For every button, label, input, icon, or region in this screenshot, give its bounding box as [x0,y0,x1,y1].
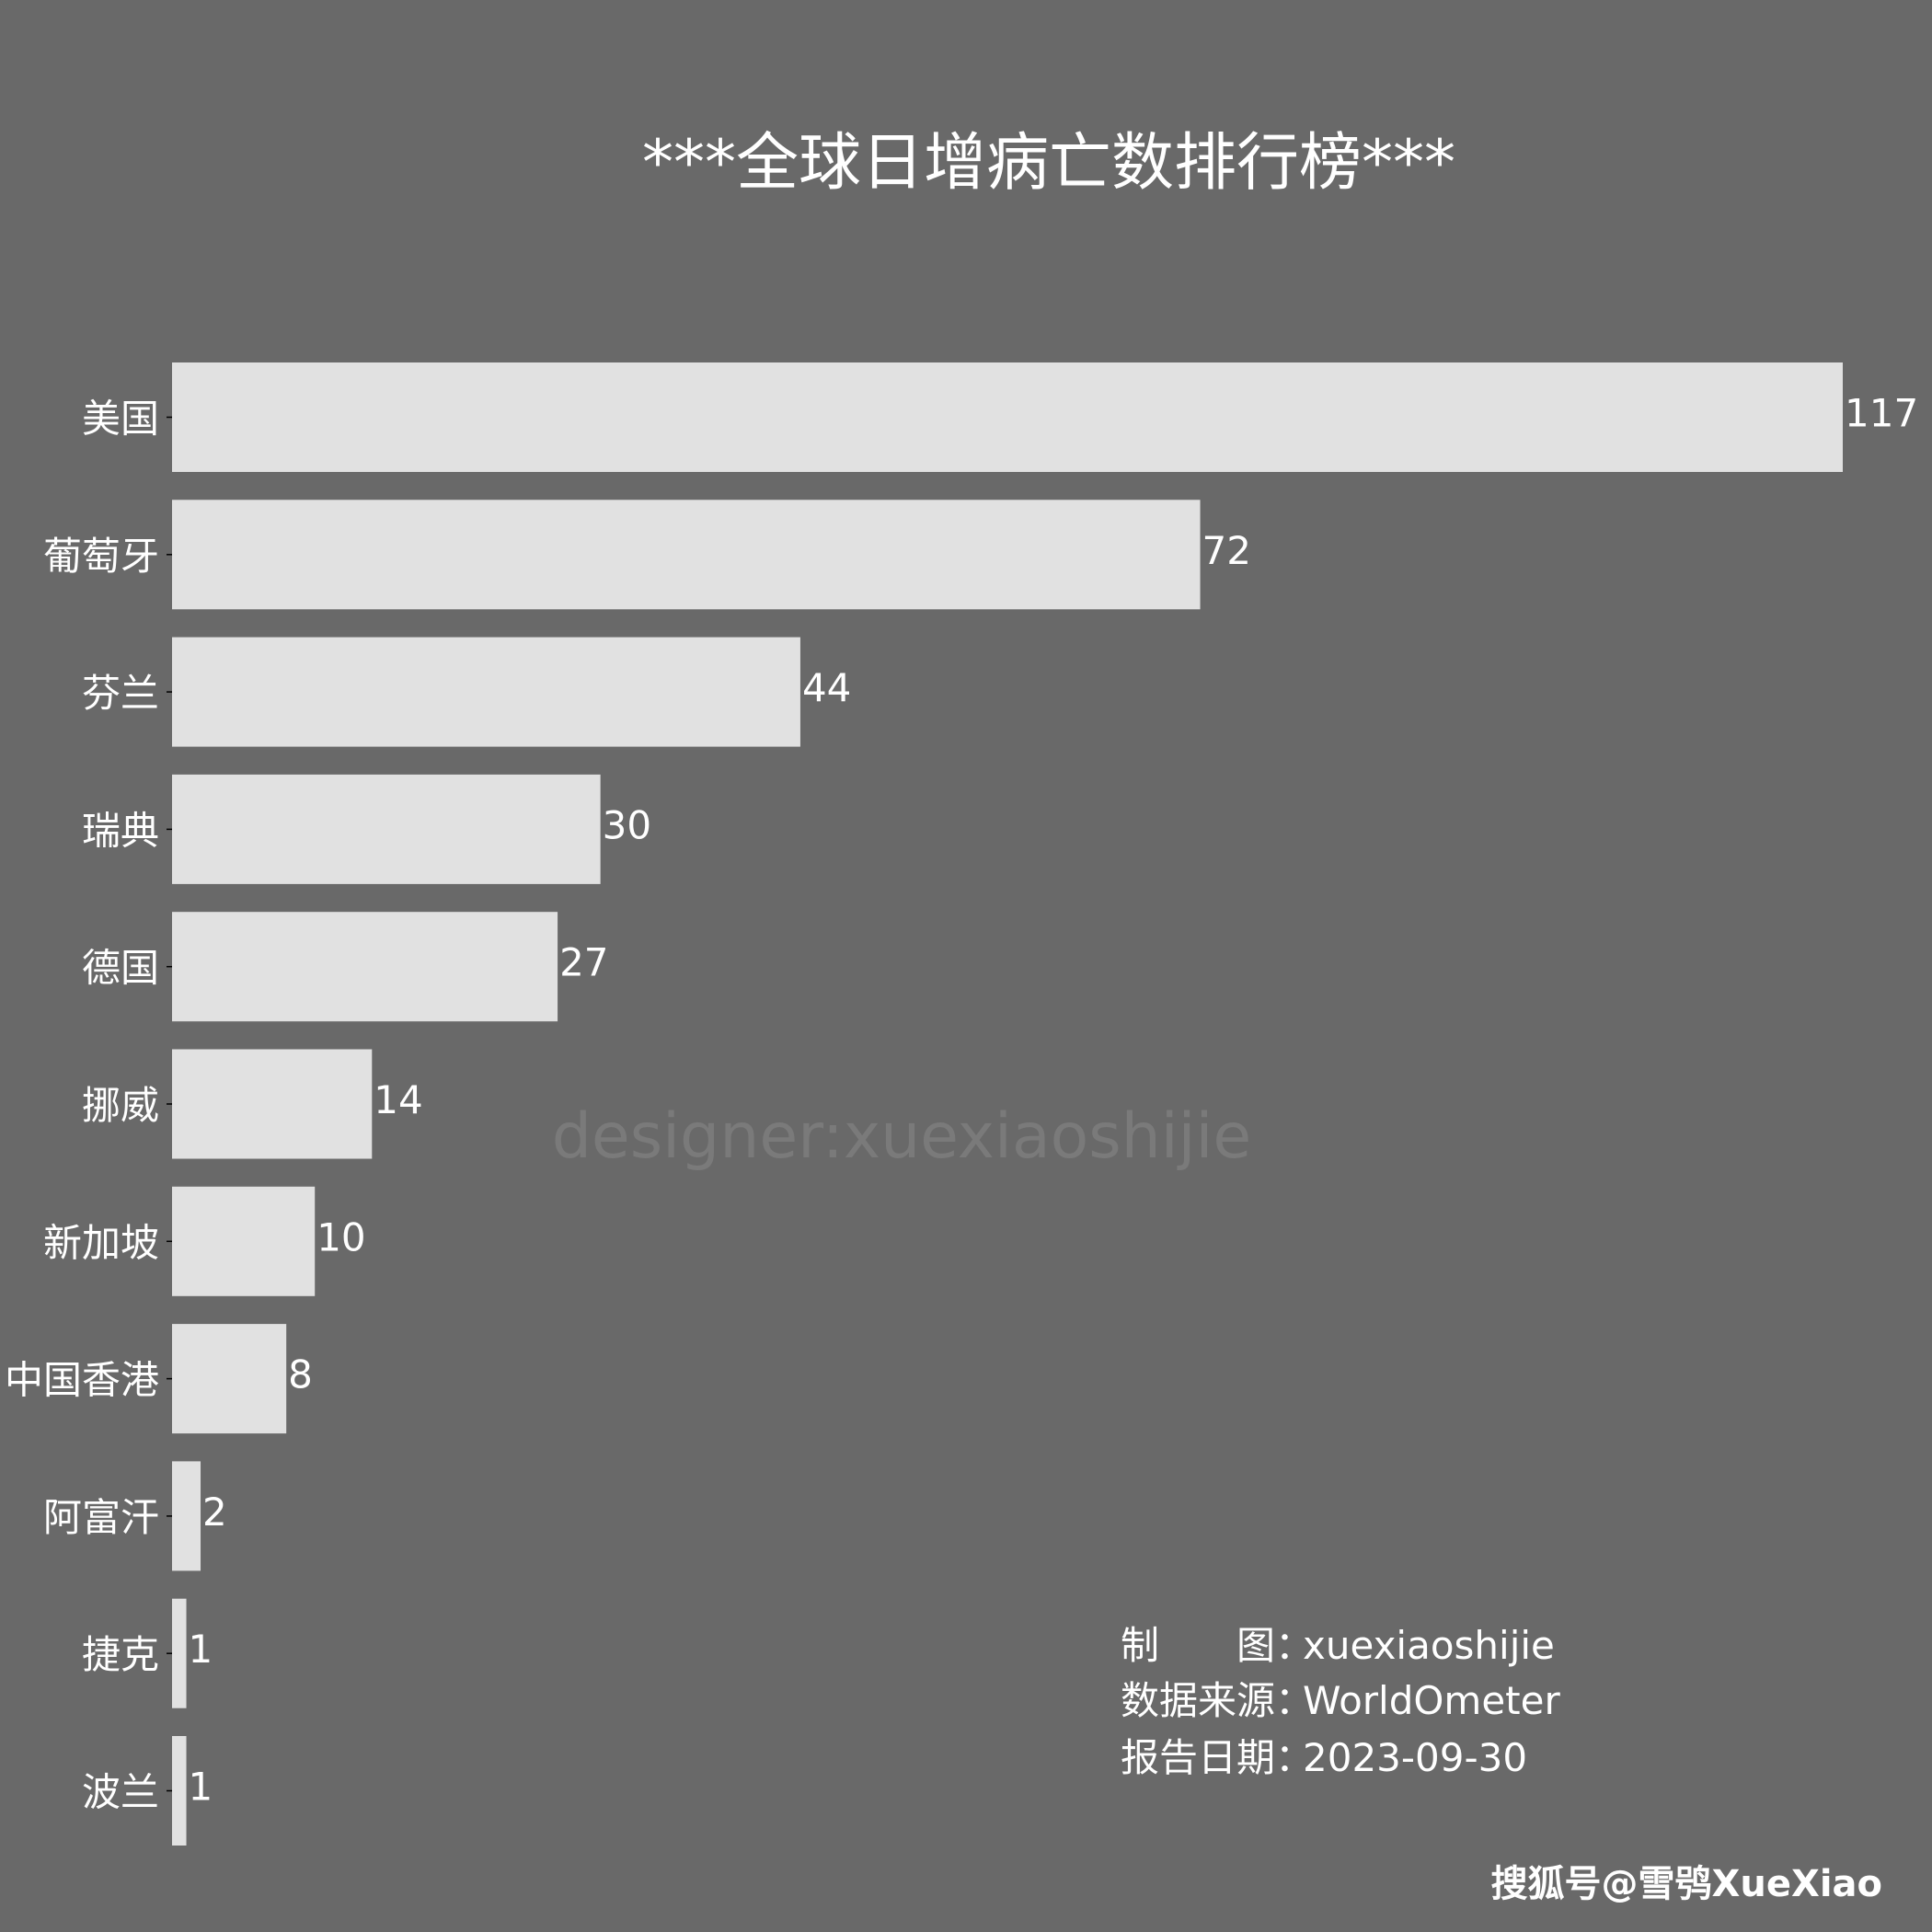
bar-8 [172,1461,201,1571]
category-label-6: 新加坡 [43,1220,159,1265]
bar-1 [172,500,1201,610]
bar-9 [172,1598,187,1708]
category-label-1: 葡萄牙 [43,534,159,579]
value-label-9: 1 [189,1627,213,1672]
value-label-8: 2 [202,1489,227,1535]
category-label-8: 阿富汗 [43,1495,159,1540]
credit-source-key: 数据来源： [1121,1678,1315,1723]
category-label-7: 中国香港 [5,1358,159,1403]
value-label-0: 117 [1845,391,1918,436]
credit-designer-value: xuexiaoshijie [1303,1623,1555,1668]
credit-date-value: 2023-09-30 [1303,1735,1528,1780]
watermark-text: designer:xuexiaoshijie [552,1100,1252,1173]
bar-4 [172,912,558,1022]
bar-2 [172,637,800,747]
category-label-9: 捷克 [82,1632,159,1677]
credit-date-key: 报告日期： [1121,1735,1315,1780]
bar-6 [172,1186,316,1296]
source-tag: 搜狐号@雪鸮XueXiao [1490,1863,1882,1905]
category-label-4: 德国 [82,946,159,991]
value-label-1: 72 [1202,528,1251,573]
bar-3 [172,774,601,884]
value-label-7: 8 [288,1352,313,1397]
credit-designer: 制 图：xuexiaoshijie [1121,1627,1555,1665]
bar-7 [172,1324,287,1434]
chart-title: ***全球日增病亡数排行榜*** [642,127,1455,200]
category-label-10: 波兰 [82,1770,159,1815]
bars-group: 美国 117 葡萄牙 72 芬兰 44 瑞典 30 德国 27 挪威 14 新加坡 10 中国香港 8 阿富汗 2… [5,362,1918,1846]
value-label-2: 44 [802,665,851,710]
value-label-10: 1 [189,1765,213,1810]
credit-date: 报告日期：2023-09-30 [1121,1739,1527,1777]
credit-designer-key: 制 图： [1121,1623,1315,1668]
value-label-3: 30 [603,802,651,847]
value-label-4: 27 [559,940,608,985]
credit-source: 数据来源：WorldOmeter [1121,1682,1560,1720]
category-label-3: 瑞典 [82,808,159,853]
category-label-2: 芬兰 [82,671,159,716]
category-label-5: 挪威 [82,1083,159,1128]
bar-10 [172,1736,187,1846]
bar-0 [172,362,1843,472]
value-label-6: 10 [316,1214,365,1259]
bar-5 [172,1049,373,1159]
category-label-0: 美国 [82,397,159,442]
credit-source-value: WorldOmeter [1303,1678,1560,1723]
value-label-5: 14 [374,1077,422,1122]
